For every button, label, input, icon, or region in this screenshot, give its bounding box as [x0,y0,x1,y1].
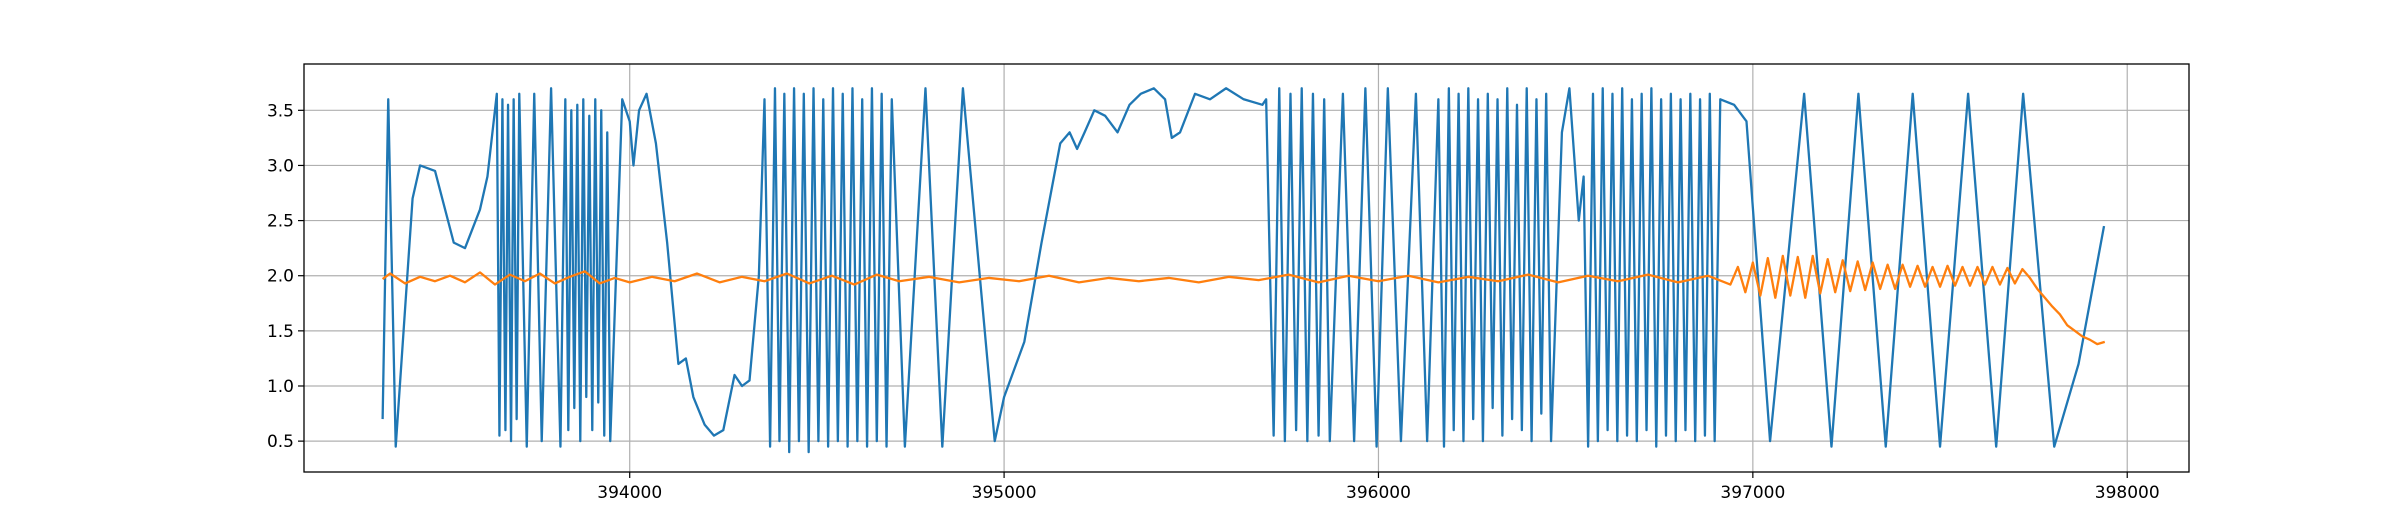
data-line [381,254,2106,346]
x-tick-label: 395000 [972,483,1037,503]
y-tick-label: 2.0 [267,267,294,287]
plot-area [381,87,2106,454]
data-line [381,87,2106,454]
y-tick-label: 3.5 [267,101,294,121]
y-tick-label: 3.0 [267,156,294,176]
x-tick-label: 398000 [2095,483,2160,503]
y-tick-label: 2.5 [267,212,294,232]
y-tick-label: 1.0 [267,377,294,397]
ticks: 394000 395000 396000 397000 398000 0.5 1.0 1.5 2… [267,101,2160,503]
axes-frame [303,63,2190,473]
x-tick-label: 394000 [597,483,662,503]
x-tick-label: 396000 [1346,483,1411,503]
y-tick-label: 0.5 [267,432,294,452]
x-tick-label: 397000 [1720,483,1785,503]
grid [304,64,2189,472]
y-tick-label: 1.5 [267,322,294,342]
